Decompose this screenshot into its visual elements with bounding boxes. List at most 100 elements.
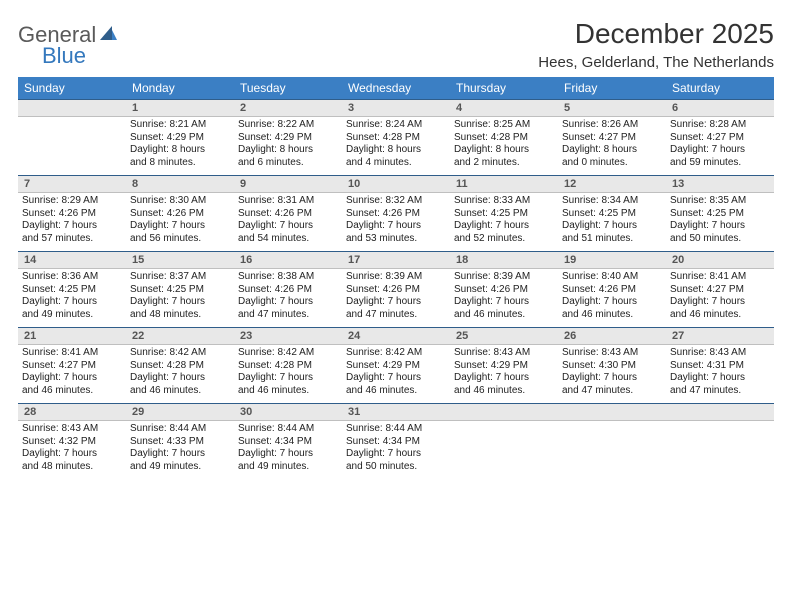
day-number: 29 bbox=[126, 404, 234, 420]
cell-sunrise: Sunrise: 8:42 AM bbox=[346, 347, 446, 360]
week-row: Sunrise: 8:41 AMSunset: 4:27 PMDaylight:… bbox=[18, 345, 774, 403]
cell-day1: Daylight: 7 hours bbox=[346, 372, 446, 385]
day-number: 24 bbox=[342, 328, 450, 344]
day-cell bbox=[666, 421, 774, 479]
cell-day1: Daylight: 7 hours bbox=[562, 296, 662, 309]
day-cell: Sunrise: 8:32 AMSunset: 4:26 PMDaylight:… bbox=[342, 193, 450, 251]
logo-text-block: General Blue bbox=[18, 24, 118, 67]
day-cell: Sunrise: 8:43 AMSunset: 4:32 PMDaylight:… bbox=[18, 421, 126, 479]
day-cell: Sunrise: 8:44 AMSunset: 4:34 PMDaylight:… bbox=[234, 421, 342, 479]
day-number: 26 bbox=[558, 328, 666, 344]
cell-day2: and 0 minutes. bbox=[562, 157, 662, 170]
day-cell: Sunrise: 8:24 AMSunset: 4:28 PMDaylight:… bbox=[342, 117, 450, 175]
cell-day1: Daylight: 7 hours bbox=[130, 220, 230, 233]
cell-sunrise: Sunrise: 8:44 AM bbox=[346, 423, 446, 436]
day-number: 3 bbox=[342, 100, 450, 116]
week-row: Sunrise: 8:36 AMSunset: 4:25 PMDaylight:… bbox=[18, 269, 774, 327]
cell-day2: and 46 minutes. bbox=[130, 385, 230, 398]
day-number: 31 bbox=[342, 404, 450, 420]
cell-sunrise: Sunrise: 8:32 AM bbox=[346, 195, 446, 208]
cell-sunset: Sunset: 4:30 PM bbox=[562, 360, 662, 373]
day-cell: Sunrise: 8:44 AMSunset: 4:34 PMDaylight:… bbox=[342, 421, 450, 479]
day-number: 12 bbox=[558, 176, 666, 192]
cell-day2: and 57 minutes. bbox=[22, 233, 122, 246]
cell-sunrise: Sunrise: 8:35 AM bbox=[670, 195, 770, 208]
cell-sunrise: Sunrise: 8:26 AM bbox=[562, 119, 662, 132]
logo: General Blue bbox=[18, 18, 118, 67]
cell-day1: Daylight: 7 hours bbox=[22, 220, 122, 233]
cell-day1: Daylight: 7 hours bbox=[22, 448, 122, 461]
cell-sunrise: Sunrise: 8:40 AM bbox=[562, 271, 662, 284]
day-cell: Sunrise: 8:43 AMSunset: 4:31 PMDaylight:… bbox=[666, 345, 774, 403]
day-number: 9 bbox=[234, 176, 342, 192]
sail-icon bbox=[98, 24, 118, 47]
cell-sunset: Sunset: 4:31 PM bbox=[670, 360, 770, 373]
day-number: 10 bbox=[342, 176, 450, 192]
cell-sunset: Sunset: 4:28 PM bbox=[130, 360, 230, 373]
cell-day2: and 50 minutes. bbox=[346, 461, 446, 474]
cell-day1: Daylight: 7 hours bbox=[22, 296, 122, 309]
day-cell: Sunrise: 8:43 AMSunset: 4:29 PMDaylight:… bbox=[450, 345, 558, 403]
day-cell: Sunrise: 8:44 AMSunset: 4:33 PMDaylight:… bbox=[126, 421, 234, 479]
cell-sunset: Sunset: 4:34 PM bbox=[238, 436, 338, 449]
dow-tuesday: Tuesday bbox=[234, 77, 342, 99]
cell-day2: and 46 minutes. bbox=[670, 309, 770, 322]
day-cell: Sunrise: 8:29 AMSunset: 4:26 PMDaylight:… bbox=[18, 193, 126, 251]
week-row: Sunrise: 8:43 AMSunset: 4:32 PMDaylight:… bbox=[18, 421, 774, 479]
cell-sunset: Sunset: 4:27 PM bbox=[562, 132, 662, 145]
cell-sunset: Sunset: 4:26 PM bbox=[238, 208, 338, 221]
day-number: 8 bbox=[126, 176, 234, 192]
cell-day2: and 59 minutes. bbox=[670, 157, 770, 170]
cell-day1: Daylight: 8 hours bbox=[454, 144, 554, 157]
day-number: 25 bbox=[450, 328, 558, 344]
cell-day2: and 46 minutes. bbox=[238, 385, 338, 398]
cell-day2: and 46 minutes. bbox=[22, 385, 122, 398]
cell-sunrise: Sunrise: 8:42 AM bbox=[238, 347, 338, 360]
cell-day1: Daylight: 7 hours bbox=[130, 448, 230, 461]
cell-day1: Daylight: 8 hours bbox=[562, 144, 662, 157]
cell-day2: and 49 minutes. bbox=[238, 461, 338, 474]
cell-sunrise: Sunrise: 8:43 AM bbox=[670, 347, 770, 360]
cell-day1: Daylight: 7 hours bbox=[238, 220, 338, 233]
day-cell: Sunrise: 8:37 AMSunset: 4:25 PMDaylight:… bbox=[126, 269, 234, 327]
day-number: 4 bbox=[450, 100, 558, 116]
cell-sunset: Sunset: 4:34 PM bbox=[346, 436, 446, 449]
day-number: 18 bbox=[450, 252, 558, 268]
cell-day1: Daylight: 7 hours bbox=[454, 296, 554, 309]
cell-sunset: Sunset: 4:28 PM bbox=[238, 360, 338, 373]
cell-sunrise: Sunrise: 8:33 AM bbox=[454, 195, 554, 208]
cell-day1: Daylight: 7 hours bbox=[238, 372, 338, 385]
day-number: 7 bbox=[18, 176, 126, 192]
day-cell: Sunrise: 8:25 AMSunset: 4:28 PMDaylight:… bbox=[450, 117, 558, 175]
day-number: 30 bbox=[234, 404, 342, 420]
day-cell: Sunrise: 8:30 AMSunset: 4:26 PMDaylight:… bbox=[126, 193, 234, 251]
cell-day2: and 46 minutes. bbox=[454, 309, 554, 322]
cell-sunset: Sunset: 4:28 PM bbox=[454, 132, 554, 145]
cell-sunrise: Sunrise: 8:42 AM bbox=[130, 347, 230, 360]
cell-sunrise: Sunrise: 8:24 AM bbox=[346, 119, 446, 132]
cell-day1: Daylight: 7 hours bbox=[562, 372, 662, 385]
cell-sunrise: Sunrise: 8:29 AM bbox=[22, 195, 122, 208]
day-number bbox=[450, 404, 558, 420]
cell-day2: and 2 minutes. bbox=[454, 157, 554, 170]
cell-sunrise: Sunrise: 8:44 AM bbox=[238, 423, 338, 436]
cell-sunrise: Sunrise: 8:43 AM bbox=[454, 347, 554, 360]
daynum-row: 123456 bbox=[18, 99, 774, 117]
cell-sunrise: Sunrise: 8:21 AM bbox=[130, 119, 230, 132]
day-cell: Sunrise: 8:40 AMSunset: 4:26 PMDaylight:… bbox=[558, 269, 666, 327]
day-cell: Sunrise: 8:38 AMSunset: 4:26 PMDaylight:… bbox=[234, 269, 342, 327]
day-number: 14 bbox=[18, 252, 126, 268]
cell-sunrise: Sunrise: 8:22 AM bbox=[238, 119, 338, 132]
day-number: 11 bbox=[450, 176, 558, 192]
cell-sunset: Sunset: 4:25 PM bbox=[454, 208, 554, 221]
weeks-container: 123456Sunrise: 8:21 AMSunset: 4:29 PMDay… bbox=[18, 99, 774, 479]
cell-day1: Daylight: 7 hours bbox=[130, 296, 230, 309]
cell-day1: Daylight: 7 hours bbox=[238, 448, 338, 461]
dow-monday: Monday bbox=[126, 77, 234, 99]
daynum-row: 28293031 bbox=[18, 403, 774, 421]
cell-sunset: Sunset: 4:25 PM bbox=[130, 284, 230, 297]
cell-day1: Daylight: 7 hours bbox=[562, 220, 662, 233]
cell-sunrise: Sunrise: 8:41 AM bbox=[22, 347, 122, 360]
day-cell: Sunrise: 8:39 AMSunset: 4:26 PMDaylight:… bbox=[450, 269, 558, 327]
day-number: 23 bbox=[234, 328, 342, 344]
